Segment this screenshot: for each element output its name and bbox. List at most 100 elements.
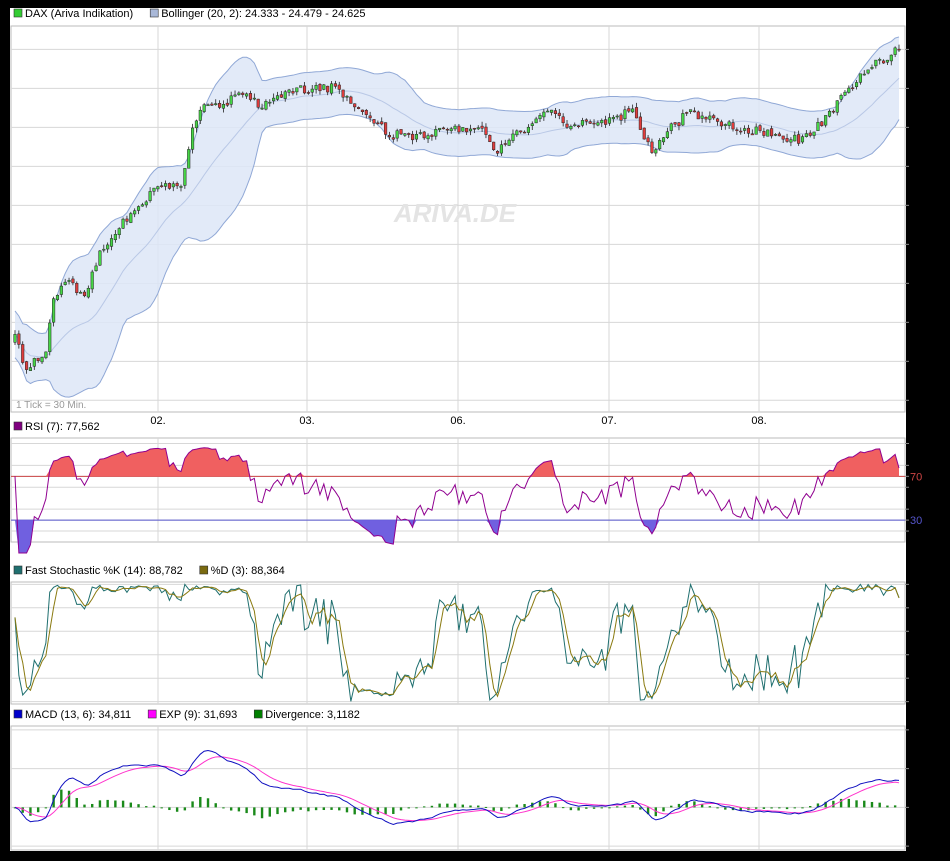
candle-body <box>688 109 693 112</box>
y-tick-label-rsi: 60 <box>910 482 922 494</box>
macd-divergence-bar <box>430 805 434 808</box>
candle-body <box>596 122 600 126</box>
macd-divergence-bar <box>863 800 866 808</box>
macd-divergence-bar <box>75 797 78 808</box>
candle-body <box>198 109 202 121</box>
candle-body <box>156 186 160 190</box>
candle-body <box>55 294 60 300</box>
macd-divergence-bar <box>114 800 117 808</box>
macd-divergence-bar <box>121 800 125 808</box>
candle-body <box>580 120 585 126</box>
candle-body <box>376 122 380 125</box>
candle-body <box>302 85 307 94</box>
candle-body <box>411 133 415 141</box>
y-tick-label-macd: -50 <box>910 841 926 853</box>
candle-body <box>897 48 901 51</box>
macd-divergence-bar <box>708 806 712 808</box>
macd-divergence-bar <box>523 804 526 808</box>
candle-body <box>854 82 859 87</box>
macd-divergence-bar <box>816 803 820 808</box>
candle-body <box>175 183 179 187</box>
candle-body <box>843 91 847 96</box>
candle-body <box>480 125 484 129</box>
candle-body <box>82 291 87 297</box>
candle-body <box>318 84 322 92</box>
macd-divergence-bar <box>276 807 279 815</box>
macd-divergence-bar <box>175 807 179 812</box>
candle-body <box>735 129 739 132</box>
candle-body <box>607 117 612 124</box>
candle-body <box>808 132 812 136</box>
candle-body <box>503 143 507 145</box>
candle-body <box>762 131 766 136</box>
candle-body <box>28 367 32 371</box>
candle-body <box>538 115 542 120</box>
candle-body <box>719 121 723 127</box>
macd-divergence-bar <box>183 807 187 811</box>
legend-swatch <box>253 709 263 719</box>
y-tick-label-macd: 0 <box>910 802 916 814</box>
legend-label: EXP (9): 31,693 <box>159 709 237 721</box>
x-tick-label: 08. <box>751 415 766 427</box>
y-tick-label-rsi: 40 <box>910 504 922 516</box>
candle-body <box>79 291 83 294</box>
candle-body <box>750 133 754 136</box>
candle-body <box>492 141 496 150</box>
candle-body <box>322 84 326 90</box>
candle-body <box>661 137 666 143</box>
candle-body <box>264 101 268 110</box>
candle-body <box>858 73 862 83</box>
macd-divergence-bar <box>245 807 248 814</box>
candle-body <box>160 185 164 188</box>
candle-body <box>106 244 110 250</box>
y-tick-label-rsi: 70 <box>910 471 922 483</box>
y-tick-label-stoch: 100 <box>910 579 928 591</box>
macd-divergence-bar <box>83 804 86 808</box>
legend-label: Bollinger (20, 2): 24.333 - 24.479 - 24.… <box>161 8 365 20</box>
candle-body <box>619 114 623 121</box>
candle-body <box>360 109 364 113</box>
candle-body <box>685 112 689 114</box>
macd-line <box>14 750 900 825</box>
candle-body <box>476 127 480 130</box>
candle-body <box>631 108 635 113</box>
candle-body <box>515 130 519 136</box>
y-tick-label-macd: 50 <box>910 764 922 776</box>
legend-swatch <box>13 565 23 575</box>
macd-divergence-bar <box>260 807 264 819</box>
candle-body <box>75 282 79 294</box>
macd-divergence-bar <box>438 803 441 808</box>
candle-body <box>658 140 662 150</box>
candle-body <box>465 127 469 133</box>
macd-divergence-bar <box>98 800 102 808</box>
macd-divergence-bar <box>353 807 356 815</box>
macd-divergence-bar <box>407 807 410 809</box>
candle-body <box>218 102 222 108</box>
candle-body <box>248 93 253 100</box>
legend-swatch <box>199 565 209 575</box>
macd-divergence-bar <box>206 798 210 808</box>
candle-body <box>129 213 133 223</box>
macd-divergence-bar <box>160 807 163 809</box>
candle-body <box>67 280 71 282</box>
candle-body <box>758 125 762 131</box>
macd-divergence-bar <box>330 807 333 810</box>
y-tick-label-price: 23.900 <box>910 317 944 329</box>
candle-body <box>275 95 280 100</box>
candle-body <box>565 123 569 128</box>
legend-swatch <box>149 8 159 18</box>
candle-body <box>800 136 805 143</box>
legend-swatch <box>13 709 23 719</box>
macd-divergence-bar <box>229 807 233 811</box>
candle-body <box>368 115 372 119</box>
candle-body <box>716 118 720 122</box>
candle-body <box>44 351 48 359</box>
candle-body <box>237 92 241 95</box>
candle-body <box>604 119 608 125</box>
rsi-overbought-area <box>15 447 899 477</box>
candle-body <box>194 120 198 129</box>
macd-divergence-bar <box>585 807 588 809</box>
candle-body <box>457 125 461 133</box>
candle-body <box>874 59 878 67</box>
y-tick-label-price: 23.800 <box>910 356 944 368</box>
